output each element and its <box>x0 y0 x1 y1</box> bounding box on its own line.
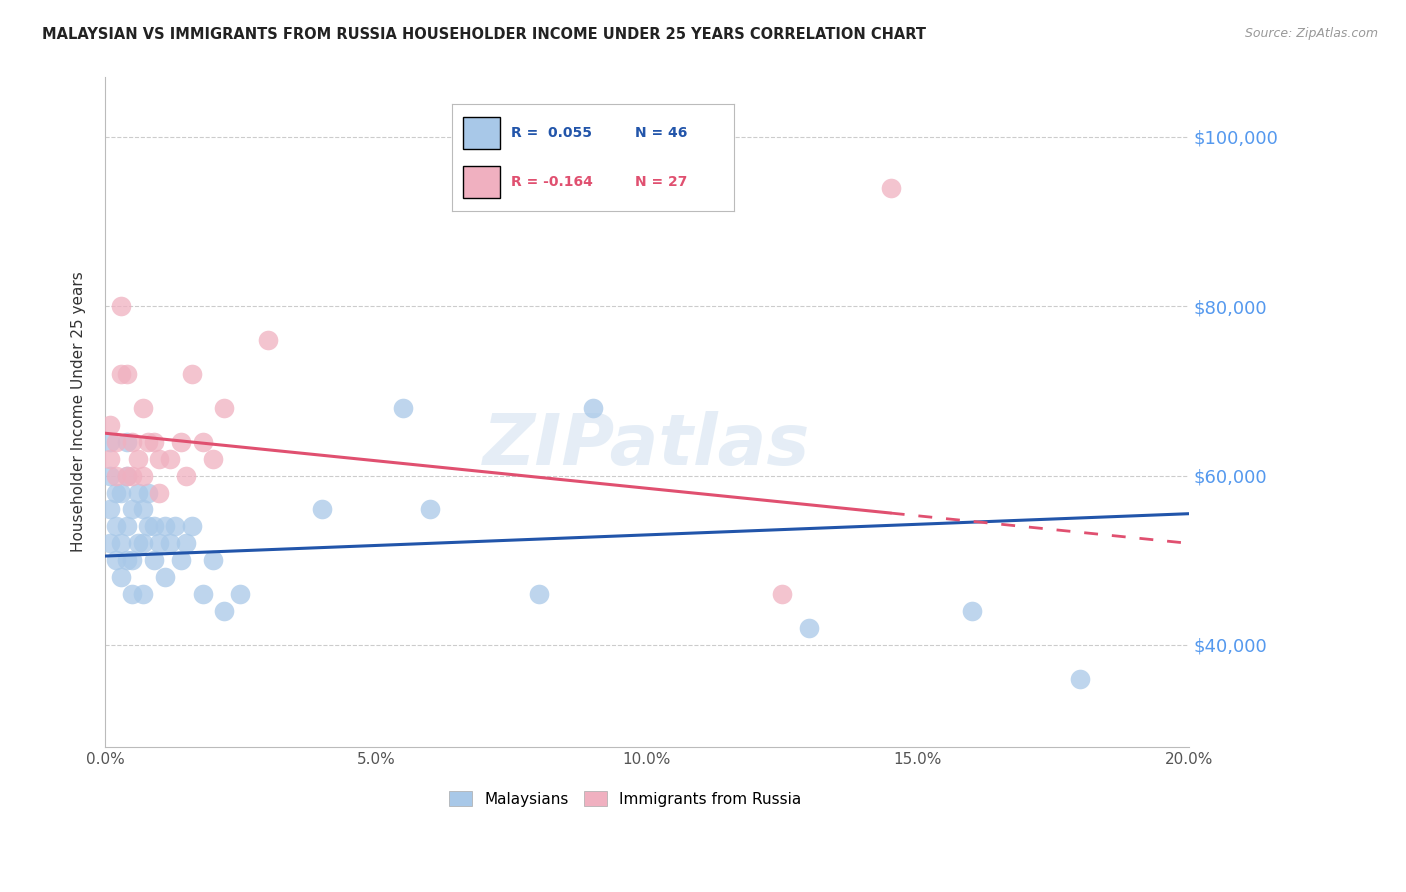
Point <box>115 468 138 483</box>
Y-axis label: Householder Income Under 25 years: Householder Income Under 25 years <box>72 272 86 552</box>
Text: Source: ZipAtlas.com: Source: ZipAtlas.com <box>1244 27 1378 40</box>
Point <box>100 417 122 432</box>
Point <box>110 570 132 584</box>
Point <box>121 468 143 483</box>
Point <box>419 502 441 516</box>
Point <box>132 401 155 415</box>
Point <box>202 451 225 466</box>
Point <box>100 451 122 466</box>
Point <box>165 519 187 533</box>
Point <box>142 553 165 567</box>
Point <box>132 587 155 601</box>
Point <box>121 587 143 601</box>
Point <box>104 468 127 483</box>
Point <box>527 587 550 601</box>
Point <box>110 367 132 381</box>
Legend: Malaysians, Immigrants from Russia: Malaysians, Immigrants from Russia <box>443 784 807 813</box>
Point <box>127 451 149 466</box>
Point <box>174 468 197 483</box>
Point <box>174 536 197 550</box>
Point <box>142 434 165 449</box>
Point <box>100 434 122 449</box>
Point <box>100 468 122 483</box>
Point <box>121 434 143 449</box>
Point <box>104 485 127 500</box>
Point <box>127 536 149 550</box>
Point <box>256 333 278 347</box>
Point <box>110 299 132 313</box>
Point <box>127 485 149 500</box>
Text: ZIPatlas: ZIPatlas <box>484 411 811 480</box>
Text: MALAYSIAN VS IMMIGRANTS FROM RUSSIA HOUSEHOLDER INCOME UNDER 25 YEARS CORRELATIO: MALAYSIAN VS IMMIGRANTS FROM RUSSIA HOUS… <box>42 27 927 42</box>
Point <box>191 434 214 449</box>
Point <box>100 502 122 516</box>
Point <box>960 604 983 618</box>
Point <box>170 553 193 567</box>
Point <box>121 553 143 567</box>
Point <box>582 401 605 415</box>
Point <box>104 434 127 449</box>
Point <box>100 536 122 550</box>
Point <box>115 519 138 533</box>
Point <box>153 519 176 533</box>
Point <box>153 570 176 584</box>
Point <box>159 536 181 550</box>
Point <box>159 451 181 466</box>
Point <box>132 536 155 550</box>
Point <box>880 180 903 194</box>
Point <box>148 485 170 500</box>
Point <box>229 587 252 601</box>
Point <box>104 519 127 533</box>
Point <box>115 553 138 567</box>
Point <box>202 553 225 567</box>
Point <box>115 468 138 483</box>
Point <box>138 519 160 533</box>
Point <box>170 434 193 449</box>
Point <box>138 434 160 449</box>
Point <box>115 434 138 449</box>
Point <box>799 621 821 635</box>
Point <box>110 536 132 550</box>
Point <box>132 468 155 483</box>
Point <box>110 485 132 500</box>
Point <box>180 367 202 381</box>
Point <box>311 502 333 516</box>
Point <box>104 553 127 567</box>
Point <box>180 519 202 533</box>
Point <box>121 502 143 516</box>
Point <box>148 451 170 466</box>
Point <box>1069 672 1091 686</box>
Point <box>132 502 155 516</box>
Point <box>142 519 165 533</box>
Point <box>115 367 138 381</box>
Point <box>212 401 235 415</box>
Point <box>770 587 793 601</box>
Point <box>148 536 170 550</box>
Point <box>138 485 160 500</box>
Point <box>191 587 214 601</box>
Point <box>392 401 415 415</box>
Point <box>212 604 235 618</box>
